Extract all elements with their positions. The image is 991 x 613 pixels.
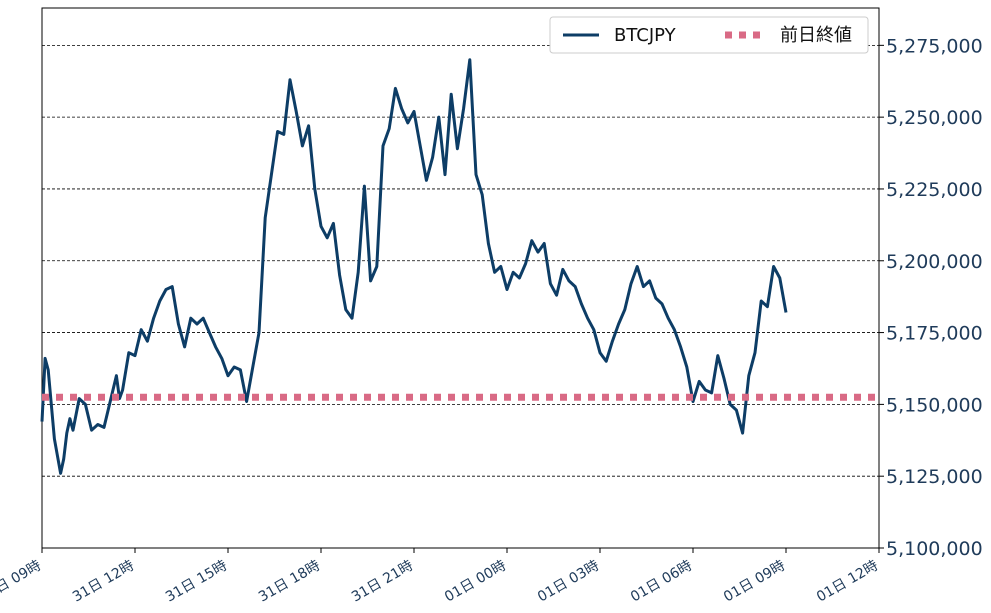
- x-tick-label: 31日 12時: [70, 558, 137, 606]
- x-tick-label: 01日 09時: [721, 558, 788, 606]
- legend-box: [549, 16, 869, 54]
- y-tick-label: 5,275,000: [886, 35, 983, 57]
- y-tick-label: 5,175,000: [886, 323, 983, 345]
- series-line-btcjpy: [40, 58, 788, 475]
- y-tick-label: 5,100,000: [886, 538, 983, 560]
- y-tick-label: 5,200,000: [886, 251, 983, 273]
- x-tick-label: 01日 00時: [442, 558, 509, 606]
- y-tick-label: 5,125,000: [886, 466, 983, 488]
- y-tick-label: 5,225,000: [886, 179, 983, 201]
- x-axis: 31日 09時 31日 12時 31日 15時 31日 18時 31日 21時 01日 0…: [0, 548, 881, 606]
- x-tick-label: 01日 12時: [814, 558, 881, 606]
- x-tick-label: 31日 15時: [163, 558, 230, 606]
- x-tick-label: 31日 18時: [256, 558, 323, 606]
- legend-label-btcjpy: BTCJPY: [614, 25, 677, 46]
- x-tick-label: 31日 09時: [0, 558, 44, 606]
- x-tick-label: 31日 21時: [349, 558, 416, 606]
- series-layer: [40, 58, 879, 475]
- legend: BTCJPY 前日終値: [549, 16, 869, 54]
- y-tick-label: 5,250,000: [886, 107, 983, 129]
- x-tick-label: 01日 03時: [535, 558, 602, 606]
- y-tick-label: 5,150,000: [886, 394, 983, 416]
- y-axis: 5,100,000 5,125,000 5,150,000 5,175,000 5,20…: [879, 35, 983, 560]
- plot-frame: [41, 7, 880, 549]
- x-tick-label: 01日 06時: [628, 558, 695, 606]
- legend-label-prev-close: 前日終値: [780, 25, 852, 46]
